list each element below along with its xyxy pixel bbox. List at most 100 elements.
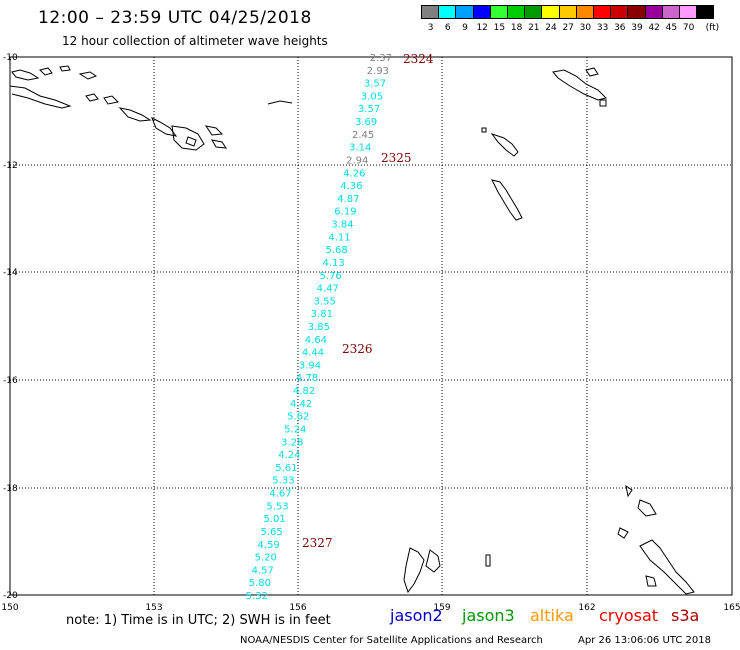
wave-height-value: 5.65 [260, 527, 282, 538]
wave-height-value: 6.19 [334, 207, 356, 218]
latitude-label: -16 [3, 376, 18, 386]
legend-swatch [489, 5, 508, 19]
wave-height-value: 4.42 [290, 399, 312, 410]
wave-height-value: 4.67 [269, 489, 291, 500]
legend-label: 12 [476, 23, 488, 33]
wave-height-value: 4.47 [317, 284, 339, 295]
wave-height-value: 5.68 [325, 245, 347, 256]
color-scale-legend: 3 6 9 12 15 18 21 24 27 30 33 36 39 42 45 70 (ft) [421, 5, 731, 35]
legend-swatch [455, 5, 474, 19]
legend-label: 70 [682, 23, 695, 33]
wave-height-value: 5.24 [284, 424, 306, 435]
pass-number: 2327 [302, 536, 333, 550]
latitude-label: -20 [3, 591, 18, 601]
wave-height-value: 3.94 [299, 360, 321, 371]
legend-swatch [541, 5, 560, 19]
wave-height-value: 3.05 [361, 91, 383, 102]
satellite-label: jason3 [462, 606, 515, 625]
legend-swatch [679, 5, 698, 19]
legend-swatch [610, 5, 629, 19]
page-title: 12:00 – 23:59 UTC 04/25/2018 [38, 8, 312, 28]
legend-label: 21 [528, 23, 540, 33]
wave-height-value: 3.57 [358, 104, 380, 115]
page-subtitle: 12 hour collection of altimeter wave hei… [62, 34, 328, 48]
legend-label: 42 [648, 23, 660, 33]
wave-height-value: 4.11 [328, 232, 350, 243]
legend-swatch [472, 5, 491, 19]
wave-height-value: 2.45 [352, 130, 374, 141]
wave-height-value: 5.01 [263, 514, 285, 525]
longitude-labels: 150 153 156 159 162 165 [1, 603, 740, 613]
longitude-label: 156 [289, 603, 306, 613]
latitude-labels: -10 -12 -14 -16 -18 -20 [3, 53, 18, 601]
legend-label: 6 [444, 23, 451, 33]
pass-number-labels: 2324 2325 2326 2327 [302, 52, 434, 550]
wave-height-value: 5.53 [266, 501, 288, 512]
legend-label: 3 [427, 23, 434, 33]
legend-swatch [421, 5, 440, 19]
legend-swatch [627, 5, 646, 19]
wave-height-value: 2.93 [367, 66, 389, 77]
wave-height-value: 5.80 [249, 578, 271, 589]
legend-label: 15 [493, 23, 506, 33]
wave-height-value: 4.44 [302, 348, 324, 359]
longitude-label: 165 [723, 603, 740, 613]
legend-swatch [507, 5, 526, 19]
wave-height-value: 4.36 [340, 181, 362, 192]
wave-height-value: 5.32 [246, 591, 268, 602]
legend-swatch [558, 5, 577, 19]
wave-height-labels: 2.372.933.573.053.573.692.453.142.944.26… [246, 53, 392, 602]
wave-height-value: 4.13 [322, 258, 344, 269]
legend-label: 39 [631, 23, 643, 33]
footer-note: note: 1) Time is in UTC; 2) SWH is in fe… [66, 613, 331, 628]
wave-height-value: 4.82 [293, 386, 315, 397]
wave-height-value: 5.33 [272, 476, 294, 487]
wave-height-value: 4.64 [305, 335, 327, 346]
legend-label: 30 [579, 23, 592, 33]
coastlines [9, 65, 695, 595]
latitude-label: -14 [3, 268, 18, 278]
satellite-label: cryosat [599, 606, 659, 625]
wave-height-value: 3.57 [364, 79, 386, 90]
wave-height-value: 5.62 [287, 412, 309, 423]
legend-swatch [644, 5, 663, 19]
wave-height-value: 3.81 [311, 309, 333, 320]
wave-height-value: 4.57 [252, 565, 274, 576]
wave-height-value: 3.84 [331, 220, 353, 231]
wave-height-value: 5.61 [275, 463, 297, 474]
legend-label: 45 [665, 23, 678, 33]
satellite-label: s3a [671, 606, 700, 625]
wave-height-value: 3.85 [308, 322, 330, 333]
legend-swatch [696, 5, 715, 19]
longitude-label: 159 [433, 603, 450, 613]
legend-label: 36 [614, 23, 626, 33]
wave-height-value: 3.55 [314, 296, 336, 307]
wave-height-value: 4.24 [278, 450, 300, 461]
credit-line: NOAA/NESDIS Center for Satellite Applica… [240, 635, 543, 646]
legend-label: 9 [462, 23, 468, 33]
wave-height-value: 4.26 [343, 168, 365, 179]
wave-height-value: 4.59 [258, 540, 280, 551]
satellite-label: altika [530, 606, 574, 625]
graticule [10, 56, 732, 595]
longitude-label: 162 [578, 603, 595, 613]
legend-swatch [524, 5, 543, 19]
legend-swatch [661, 5, 680, 19]
wave-height-value: 2.37 [370, 53, 392, 64]
legend-swatch [575, 5, 594, 19]
wave-height-value: 4.78 [296, 373, 318, 384]
generation-timestamp: Apr 26 13:06:06 UTC 2018 [578, 635, 711, 646]
longitude-label: 150 [1, 603, 18, 613]
legend-unit: (ft) [705, 23, 720, 33]
legend-label: 18 [510, 23, 523, 33]
legend-label: 24 [545, 23, 557, 33]
longitude-label: 153 [145, 603, 162, 613]
wave-height-value: 2.94 [346, 155, 368, 166]
wave-height-value: 3.14 [349, 143, 371, 154]
wave-height-value: 3.69 [355, 117, 377, 128]
latitude-label: -12 [3, 161, 18, 171]
wave-height-value: 5.76 [320, 271, 342, 282]
legend-swatch [438, 5, 457, 19]
latitude-label: -18 [3, 484, 18, 494]
